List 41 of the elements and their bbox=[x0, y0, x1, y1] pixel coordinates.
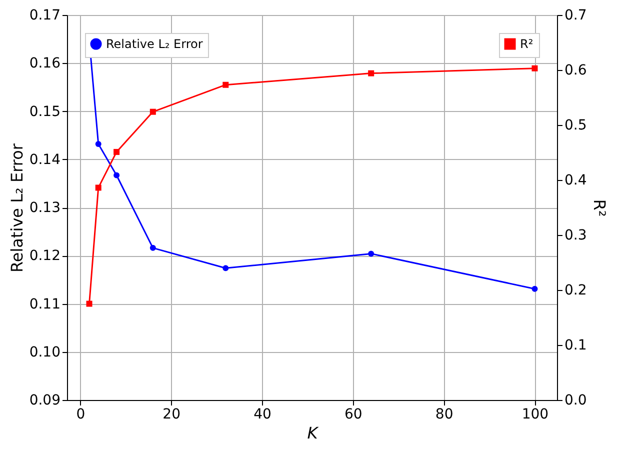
y2-tick-label: 0.6 bbox=[564, 62, 587, 78]
x-tick-label: 60 bbox=[344, 406, 362, 422]
point bbox=[86, 300, 92, 307]
point bbox=[114, 172, 120, 178]
x-tick-label: 40 bbox=[254, 406, 272, 422]
y2-axis-title: R² bbox=[590, 199, 609, 217]
x-axis-title: K bbox=[307, 424, 320, 442]
y-tick-label: 0.12 bbox=[29, 248, 60, 264]
y-tick-label: 0.17 bbox=[29, 8, 60, 24]
y-tick-label: 0.10 bbox=[29, 344, 60, 360]
y-tick-label: 0.14 bbox=[29, 152, 61, 168]
legend-label: R² bbox=[520, 37, 534, 51]
point bbox=[532, 286, 538, 292]
x-tick-label: 80 bbox=[435, 406, 454, 422]
y2-tick-label: 0.1 bbox=[564, 338, 587, 354]
y-tick-label: 0.11 bbox=[29, 296, 60, 312]
point bbox=[222, 82, 229, 88]
point bbox=[368, 250, 374, 257]
point bbox=[368, 70, 374, 76]
x-tick-label: 100 bbox=[522, 406, 549, 422]
x-tick-label: 0 bbox=[76, 406, 86, 422]
y2-tick-label: 0.3 bbox=[564, 228, 587, 244]
y-tick-label: 0.15 bbox=[29, 104, 60, 120]
y-tick-label: 0.09 bbox=[29, 392, 60, 408]
y2-tick-label: 0.5 bbox=[564, 118, 587, 134]
y2-tick-label: 0.4 bbox=[564, 172, 587, 188]
point bbox=[150, 108, 156, 115]
point bbox=[95, 184, 102, 191]
point bbox=[95, 140, 102, 147]
y2-tick-label: 0.0 bbox=[564, 392, 587, 408]
point bbox=[222, 265, 229, 272]
point bbox=[114, 148, 120, 155]
point bbox=[150, 244, 156, 251]
y2-tick-label: 0.7 bbox=[564, 8, 587, 24]
x-tick-label: 20 bbox=[162, 406, 181, 422]
y-axis-title: Relative L₂ Error bbox=[7, 143, 26, 273]
y2-tick-label: 0.2 bbox=[564, 282, 587, 298]
y-tick-label: 0.16 bbox=[29, 56, 61, 72]
point bbox=[532, 65, 538, 72]
y-tick-label: 0.13 bbox=[29, 200, 60, 216]
legend-label: Relative L₂ Error bbox=[106, 37, 203, 51]
